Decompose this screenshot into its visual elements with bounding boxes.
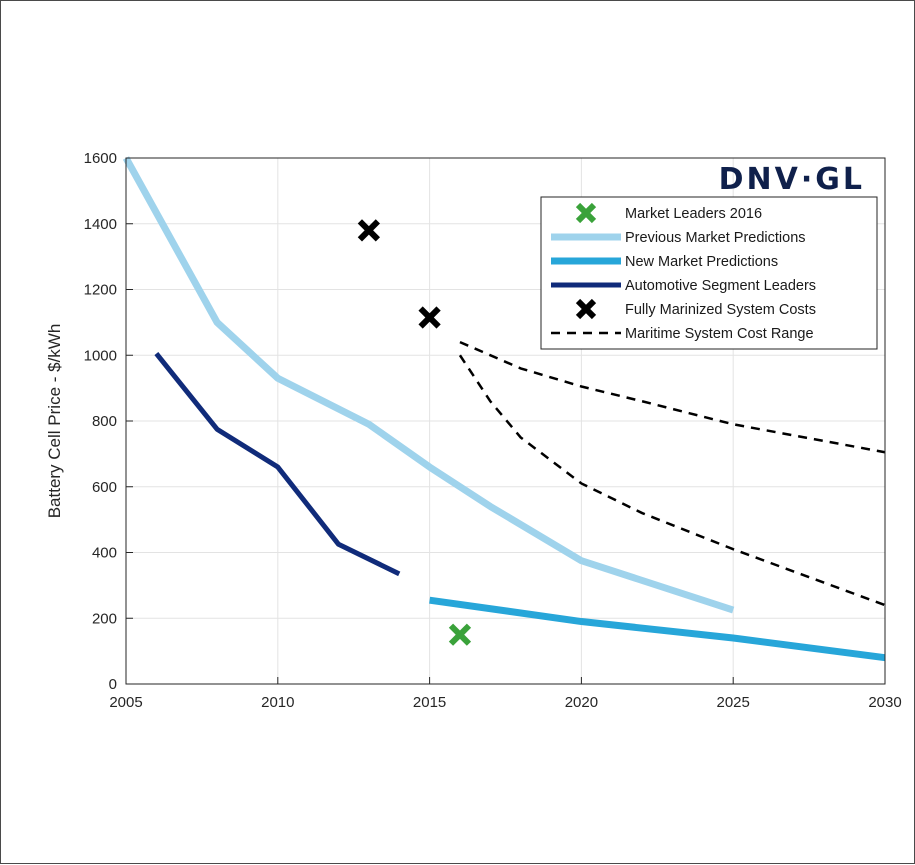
y-tick-label: 400: [92, 545, 117, 562]
y-axis-label: Battery Cell Price - $/kWh: [45, 324, 64, 519]
series-dashed-line: [459, 340, 886, 454]
y-tick-label: 1200: [84, 282, 117, 299]
series-line: [122, 156, 735, 614]
y-tick-label: 1000: [84, 347, 117, 364]
series-layer: [122, 156, 886, 662]
marker-stroke: [357, 219, 381, 242]
x-tick-label: 2025: [717, 694, 750, 711]
dnv-gl-logo: DNV·GL: [719, 162, 865, 197]
legend-entry: Previous Market Predictions: [551, 230, 806, 246]
marker-stroke: [448, 623, 472, 646]
x-tick-label: 2015: [413, 694, 446, 711]
marker-stroke: [575, 202, 597, 224]
legend-entry: New Market Predictions: [551, 254, 778, 270]
y-tick-label: 0: [109, 676, 117, 693]
x-tick-label: 2010: [261, 694, 294, 711]
y-tick-label: 800: [92, 413, 117, 430]
legend-swatch: [575, 202, 597, 224]
x-tick-label: 2020: [565, 694, 598, 711]
legend-entry: Maritime System Cost Range: [551, 326, 814, 342]
y-tick-label: 1400: [84, 216, 117, 233]
legend-label: Automotive Segment Leaders: [625, 278, 816, 294]
y-tick-label: 600: [92, 479, 117, 496]
legend-swatch: [575, 298, 597, 320]
series-dashed-line: [458, 354, 886, 607]
marker-stroke: [575, 298, 597, 320]
series-marker: [357, 219, 381, 242]
legend-entry: Automotive Segment Leaders: [551, 278, 816, 294]
legend-box: [540, 196, 878, 350]
series-line: [429, 596, 886, 662]
x-tick-label: 2030: [868, 694, 901, 711]
marker-stroke: [418, 306, 441, 329]
legend: Market Leaders 2016 Previous Market Predi…: [540, 196, 878, 350]
legend-entry: Market Leaders 2016: [575, 202, 762, 224]
x-tick-label: 2005: [109, 694, 142, 711]
series-marker: [448, 623, 472, 646]
axes: 2005 2010 2015 2020 2025 2030 0 200 400 600 800 100…: [84, 150, 902, 711]
legend-label: Market Leaders 2016: [625, 206, 762, 222]
legend-label: New Market Predictions: [625, 254, 778, 270]
y-tick-label: 200: [92, 610, 117, 627]
legend-label: Maritime System Cost Range: [625, 326, 814, 342]
series-line: [154, 352, 401, 577]
series-marker: [418, 306, 441, 329]
legend-label: Previous Market Predictions: [625, 230, 806, 246]
legend-entry: Fully Marinized System Costs: [575, 298, 816, 320]
legend-label: Fully Marinized System Costs: [625, 302, 816, 318]
y-tick-label: 1600: [84, 150, 117, 167]
